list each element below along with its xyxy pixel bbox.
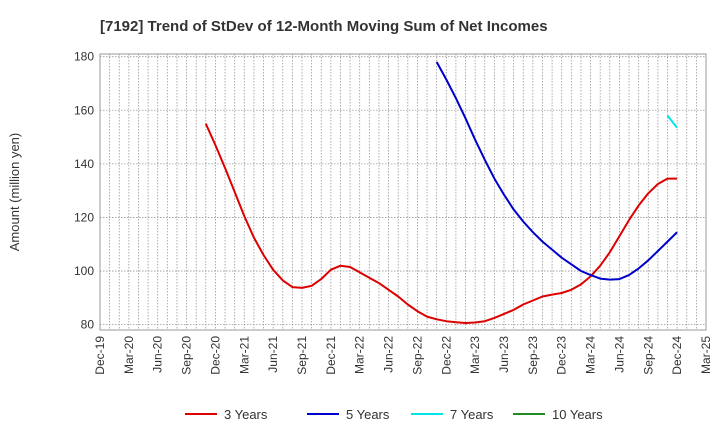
x-tick-label: Mar-20 [122, 336, 136, 374]
x-tick-label: Dec-21 [324, 336, 338, 375]
series-line-7-years [666, 114, 678, 129]
y-tick-label: 120 [74, 210, 94, 224]
series-lines [204, 61, 678, 324]
x-tick-label: Mar-24 [584, 336, 598, 374]
y-tick-label: 140 [74, 157, 94, 171]
x-tick-label: Mar-22 [353, 336, 367, 374]
legend-label: 3 Years [224, 407, 268, 422]
y-tick-label: 160 [74, 103, 94, 117]
x-tick-label: Dec-19 [93, 336, 107, 375]
y-axis-label: Amount (million yen) [7, 133, 22, 252]
x-tick-label: Jun-24 [612, 336, 626, 373]
x-tick-label: Jun-20 [151, 336, 165, 373]
x-tick-label: Mar-23 [468, 336, 482, 374]
x-tick-label: Dec-23 [555, 336, 569, 375]
x-tick-label: Sep-20 [180, 336, 194, 375]
x-tick-label: Dec-22 [439, 336, 453, 375]
legend-label: 5 Years [346, 407, 390, 422]
x-tick-label: Mar-25 [699, 336, 713, 374]
x-tick-labels: Dec-19 Mar-20 Jun-20 Sep-20 Dec-20 Mar-21 Jun-… [93, 336, 713, 375]
plot-area [99, 53, 707, 331]
y-tick-label: 180 [74, 50, 94, 64]
x-tick-label: Jun-21 [266, 336, 280, 373]
y-tick-label: 80 [81, 318, 95, 332]
x-tick-label: Sep-22 [410, 336, 424, 375]
x-tick-label: Jun-23 [497, 336, 511, 373]
legend-label: 10 Years [552, 407, 603, 422]
x-tick-label: Sep-23 [526, 336, 540, 375]
legend: 3 Years 5 Years 7 Years 10 Years [185, 407, 603, 422]
x-tick-label: Jun-22 [382, 336, 396, 373]
chart-title: [7192] Trend of StDev of 12-Month Moving… [100, 18, 548, 35]
series-line-5-years [435, 61, 678, 281]
x-tick-label: Mar-21 [237, 336, 251, 374]
x-tick-label: Dec-24 [670, 336, 684, 375]
x-tick-label: Dec-20 [208, 336, 222, 375]
series-line-3-years [204, 123, 678, 324]
legend-label: 7 Years [450, 407, 494, 422]
y-tick-labels: 80 100 120 140 160 180 [74, 50, 94, 332]
x-tick-label: Sep-21 [295, 336, 309, 375]
y-tick-label: 100 [74, 264, 94, 278]
x-tick-label: Sep-24 [641, 336, 655, 375]
